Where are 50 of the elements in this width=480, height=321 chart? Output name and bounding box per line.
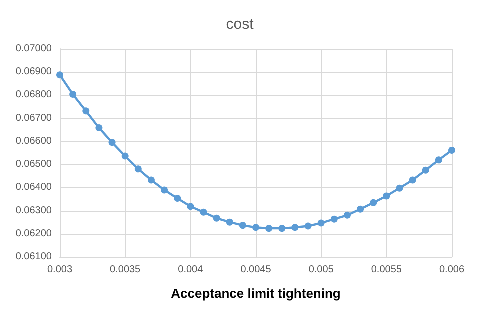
x-tick-label: 0.006 bbox=[439, 264, 465, 276]
y-tick-label: 0.06700 bbox=[16, 112, 52, 124]
x-tick-label: 0.003 bbox=[47, 264, 73, 276]
point bbox=[108, 139, 116, 146]
x-tick-label: 0.0045 bbox=[240, 264, 272, 276]
y-tick-label: 0.06600 bbox=[16, 136, 52, 147]
point bbox=[330, 216, 338, 223]
point bbox=[187, 203, 194, 210]
point bbox=[383, 192, 390, 200]
point bbox=[370, 199, 378, 206]
point bbox=[96, 124, 103, 132]
point bbox=[161, 186, 168, 194]
point bbox=[82, 108, 90, 115]
point bbox=[396, 184, 404, 192]
y-tick-label: 0.06400 bbox=[16, 182, 52, 194]
point bbox=[318, 220, 325, 227]
point bbox=[134, 166, 142, 173]
point bbox=[70, 91, 77, 98]
point bbox=[239, 222, 246, 230]
y-tick-label: 0.06500 bbox=[16, 159, 52, 170]
x-tick-label: 0.0055 bbox=[371, 264, 402, 276]
point bbox=[292, 224, 299, 232]
point bbox=[422, 166, 430, 174]
chart-title: cost bbox=[226, 16, 255, 33]
point bbox=[226, 218, 234, 226]
point bbox=[148, 176, 155, 184]
x-tick-label: 0.005 bbox=[308, 264, 334, 276]
point bbox=[213, 214, 220, 222]
x-axis-title: Acceptance limit tightening bbox=[171, 286, 341, 301]
point bbox=[344, 212, 351, 219]
y-tick-label: 0.06900 bbox=[16, 66, 52, 78]
point bbox=[435, 156, 442, 164]
y-tick-label: 0.06200 bbox=[16, 228, 52, 240]
point bbox=[409, 176, 416, 184]
point bbox=[357, 206, 364, 213]
point bbox=[56, 72, 64, 79]
point bbox=[448, 146, 456, 154]
y-tick-label: 0.06300 bbox=[16, 205, 52, 216]
point bbox=[266, 225, 273, 232]
point bbox=[122, 152, 129, 160]
point bbox=[278, 225, 286, 232]
point bbox=[304, 222, 312, 230]
point bbox=[252, 224, 260, 232]
x-tick-label: 0.004 bbox=[178, 264, 204, 276]
y-tick-label: 0.06800 bbox=[16, 90, 52, 101]
point bbox=[174, 195, 182, 202]
x-tick-label: 0.0035 bbox=[110, 264, 142, 276]
y-tick-label: 0.06100 bbox=[16, 252, 52, 262]
y-tick-label: 0.07000 bbox=[16, 44, 52, 54]
point bbox=[200, 208, 208, 216]
